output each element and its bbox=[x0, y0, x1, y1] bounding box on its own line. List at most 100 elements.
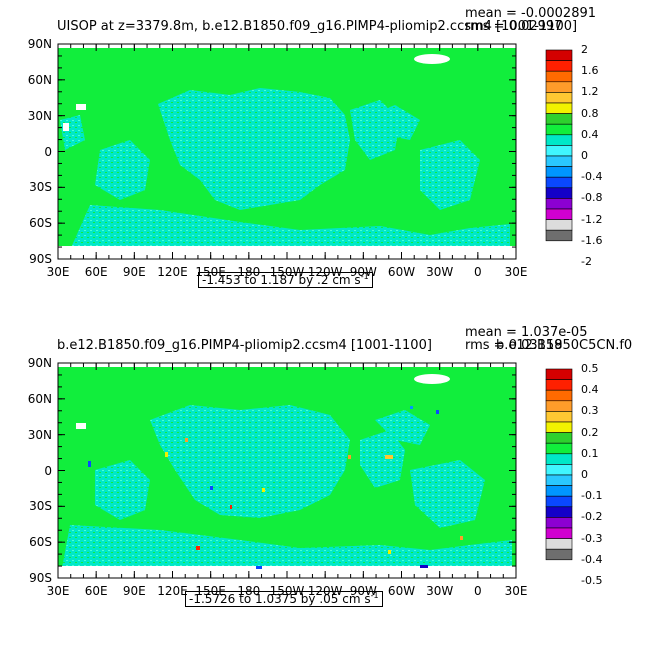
lon-tick-label: 90W bbox=[349, 265, 377, 279]
lon-tick-label: 150W bbox=[269, 584, 305, 598]
colorbar-box bbox=[545, 208, 573, 220]
colorbar-box bbox=[545, 145, 573, 157]
lon-tick-label: 120E bbox=[157, 584, 188, 598]
map-panel-1 bbox=[57, 43, 517, 260]
colorbar-label: 0.5 bbox=[581, 362, 599, 375]
colorbar-box bbox=[545, 453, 573, 465]
lon-tick-label: 60W bbox=[387, 265, 416, 279]
axis-ticks-1 bbox=[57, 43, 517, 260]
colorbar-box bbox=[545, 166, 573, 178]
lon-tick-label: 60W bbox=[387, 584, 416, 598]
lon-tick-label: 30W bbox=[426, 584, 454, 598]
lon-tick-label: 90W bbox=[349, 584, 377, 598]
colorbar-label: 0.3 bbox=[581, 404, 599, 418]
colorbar-box bbox=[545, 49, 573, 61]
colorbar-box bbox=[545, 389, 573, 402]
colorbar-box bbox=[545, 198, 573, 210]
colorbar-box bbox=[545, 113, 573, 125]
colorbar-box bbox=[545, 400, 573, 412]
colorbar-box bbox=[545, 548, 573, 561]
colorbar-label: -2 bbox=[581, 255, 592, 268]
colorbar-box bbox=[545, 379, 573, 391]
panel-1-contour-range: -1.453 to 1.187 by .2 cm s-1 bbox=[198, 272, 373, 288]
colorbar-label: 0.4 bbox=[581, 127, 599, 141]
colorbar-box bbox=[545, 102, 573, 114]
lon-tick-label: 0 bbox=[474, 265, 482, 279]
lat-tick-label: 90N bbox=[27, 356, 52, 370]
axis-ticks-2 bbox=[57, 362, 517, 579]
colorbar-label: 0 bbox=[581, 468, 588, 481]
colorbar-label: 0.2 bbox=[581, 425, 599, 439]
panel-2-contour-range: -1.5726 to 1.0375 by .05 cm s-1 bbox=[185, 591, 383, 607]
lon-tick-label: 120W bbox=[307, 265, 343, 279]
colorbar-label: -0.3 bbox=[581, 531, 603, 545]
lon-tick-label: 30W bbox=[426, 265, 454, 279]
colorbar-box bbox=[545, 538, 573, 550]
colorbar-label: -0.1 bbox=[581, 489, 603, 503]
panel-2-title-right: b.e12.B1850C5CN.f0 bbox=[496, 338, 633, 353]
lat-tick-label: 60S bbox=[29, 535, 52, 550]
colorbar-box bbox=[545, 123, 573, 136]
panel-2-title: b.e12.B1850.f09_g16.PIMP4-pliomip2.ccsm4… bbox=[57, 338, 432, 353]
lon-tick-label: 150E bbox=[195, 584, 226, 598]
lat-tick-label: 60N bbox=[27, 391, 52, 406]
colorbar-1 bbox=[545, 49, 573, 242]
panel-2-mean: mean = 1.037e-05 bbox=[465, 325, 588, 340]
lon-tick-label: 120E bbox=[157, 265, 188, 279]
colorbar-label: 0.4 bbox=[581, 383, 599, 397]
lon-tick-label: 90E bbox=[122, 584, 146, 598]
colorbar-label: -0.8 bbox=[581, 191, 603, 205]
colorbar-box bbox=[545, 219, 573, 231]
colorbar-box bbox=[545, 506, 573, 518]
colorbar-box bbox=[545, 432, 573, 444]
lon-tick-label: 60E bbox=[84, 265, 108, 279]
colorbar-label: 1.2 bbox=[581, 85, 599, 99]
colorbar-label: -0.5 bbox=[581, 574, 603, 587]
colorbar-label: -0.2 bbox=[581, 510, 603, 524]
panel-2-rms: rms = 0.03159 bbox=[465, 338, 563, 353]
colorbar-box bbox=[545, 411, 573, 423]
panel-1-rms: rms = 0.02997 bbox=[465, 19, 563, 34]
colorbar-label: 0.8 bbox=[581, 106, 599, 120]
panel-1-title: UISOP at z=3379.8m, b.e12.B1850.f09_g16.… bbox=[57, 19, 578, 34]
colorbar-label: 2 bbox=[581, 43, 588, 56]
colorbar-label: 0.1 bbox=[581, 446, 599, 460]
lon-tick-label: 30E bbox=[504, 265, 528, 279]
colorbar-box bbox=[545, 442, 573, 455]
lon-tick-label: 120W bbox=[307, 584, 343, 598]
lon-tick-label: 0 bbox=[474, 584, 482, 598]
colorbar-box bbox=[545, 527, 573, 539]
lon-tick-label: 180 bbox=[237, 265, 261, 279]
no-data-region bbox=[414, 54, 450, 64]
colorbar-box bbox=[545, 464, 573, 476]
colorbar-label: -0.4 bbox=[581, 170, 603, 184]
colorbar-box bbox=[545, 81, 573, 93]
anomaly-specks-2 bbox=[88, 406, 463, 569]
colorbar-box bbox=[545, 517, 573, 529]
colorbar-label: -1.2 bbox=[581, 212, 603, 226]
lon-tick-label: 30E bbox=[504, 584, 528, 598]
colorbar-box bbox=[545, 155, 573, 167]
lat-tick-label: 60S bbox=[29, 216, 52, 231]
colorbar-box bbox=[545, 176, 573, 189]
colorbar-box bbox=[545, 70, 573, 83]
colorbar-box bbox=[545, 368, 573, 380]
colorbar-box bbox=[545, 60, 573, 72]
colorbar-box bbox=[545, 495, 573, 508]
lon-tick-label: 60E bbox=[84, 584, 108, 598]
lat-tick-label: 30S bbox=[29, 180, 52, 195]
lat-tick-label: 30N bbox=[27, 108, 52, 123]
colorbar-box bbox=[545, 485, 573, 497]
lat-tick-label: 90S bbox=[29, 571, 52, 585]
lat-tick-label: 60N bbox=[27, 72, 52, 87]
colorbar-label: 1.6 bbox=[581, 64, 599, 78]
colorbar-box bbox=[545, 421, 573, 433]
lon-tick-label: 30E bbox=[46, 584, 70, 598]
lat-tick-label: 0 bbox=[44, 144, 52, 159]
lon-tick-label: 90E bbox=[122, 265, 146, 279]
lat-tick-label: 90S bbox=[29, 252, 52, 266]
lat-tick-label: 30S bbox=[29, 499, 52, 514]
colorbar-box bbox=[545, 92, 573, 104]
lon-tick-label: 150W bbox=[269, 265, 305, 279]
